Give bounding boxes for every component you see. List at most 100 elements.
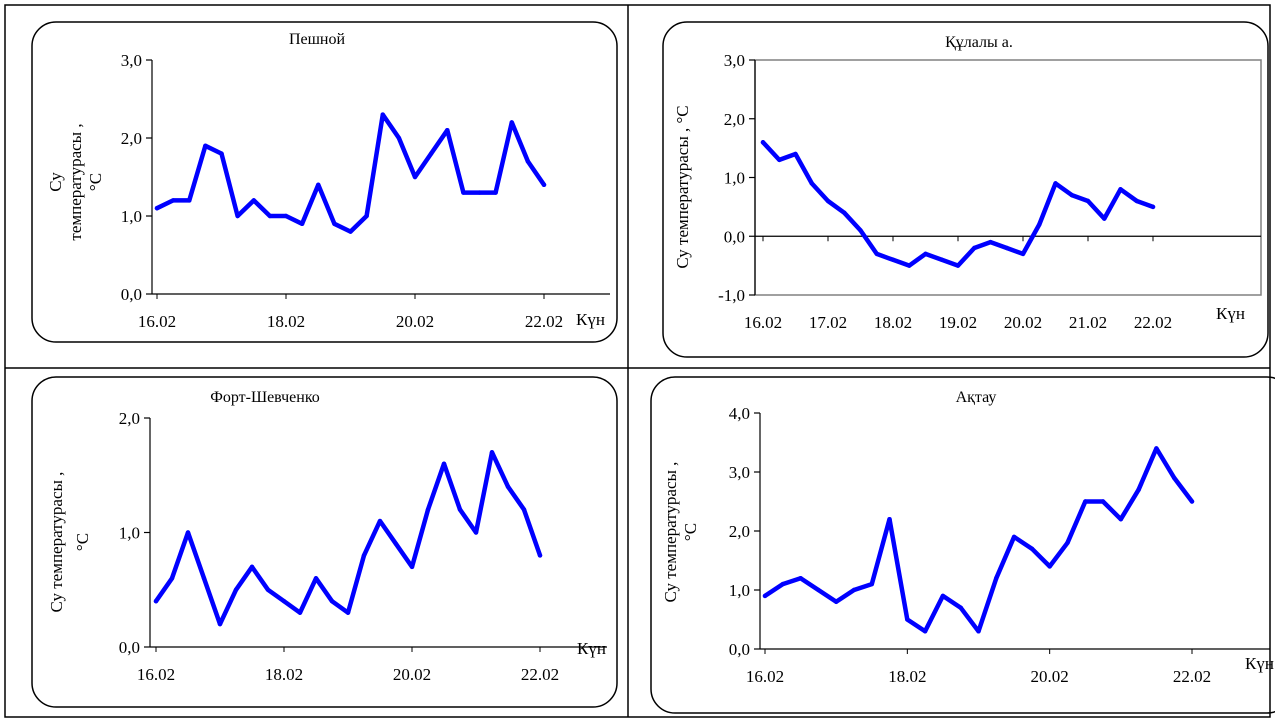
data-point xyxy=(154,206,160,211)
y-tick-label: 2,0 xyxy=(121,129,142,148)
data-point xyxy=(1136,487,1141,492)
data-point xyxy=(153,599,159,604)
data-point xyxy=(994,576,999,581)
x-tick-label: 19.02 xyxy=(939,313,977,332)
data-point xyxy=(798,576,803,581)
x-tick-label: 22.02 xyxy=(1173,667,1211,686)
data-point xyxy=(1085,198,1091,204)
y-tick-label: 0,0 xyxy=(119,638,140,657)
x-axis-label: Күн xyxy=(1245,654,1274,673)
x-axis-label: Күн xyxy=(577,639,606,658)
data-point xyxy=(409,564,415,570)
data-point xyxy=(858,228,863,233)
data-point xyxy=(170,198,176,203)
x-tick-label: 17.02 xyxy=(809,313,847,332)
data-point xyxy=(265,587,271,592)
y-tick-label: 3,0 xyxy=(121,51,142,70)
data-point xyxy=(780,581,785,587)
data-point xyxy=(521,507,527,512)
data-point xyxy=(380,112,385,117)
data-point xyxy=(842,210,847,215)
chart-fort-shevchenko: Форт-Шевченко Су температурасы , °С Күн … xyxy=(31,376,618,708)
x-tick-label: 20.02 xyxy=(393,665,431,684)
x-tick-label: 18.02 xyxy=(874,313,912,332)
y-tick-label: 2,0 xyxy=(729,522,750,541)
data-point xyxy=(169,576,175,581)
series-line xyxy=(153,450,543,627)
data-point xyxy=(364,213,369,219)
data-point xyxy=(816,587,821,593)
data-point xyxy=(1037,222,1042,227)
data-point xyxy=(283,213,289,219)
data-point xyxy=(332,221,337,226)
data-point xyxy=(955,263,961,268)
data-point xyxy=(1004,245,1009,251)
data-point xyxy=(297,610,303,615)
data-point xyxy=(809,181,814,186)
y-tick-label: 4,0 xyxy=(729,404,750,423)
data-point xyxy=(1150,204,1156,210)
chart-title: Пешной xyxy=(289,31,346,48)
data-point xyxy=(887,517,892,522)
data-point xyxy=(329,599,335,604)
y-axis-label: Су температурасы , °С xyxy=(46,123,105,240)
data-point xyxy=(1065,540,1070,545)
data-point xyxy=(1083,499,1088,504)
x-tick-label: 18.02 xyxy=(267,312,305,331)
y-tick-label: 2,0 xyxy=(724,110,745,129)
data-point xyxy=(233,587,239,592)
y-axis-label-line-1: Су температурасы , xyxy=(47,472,66,613)
data-point xyxy=(905,617,910,622)
chart-title: Форт-Шевченко xyxy=(210,389,320,406)
data-point xyxy=(203,143,208,148)
data-point xyxy=(972,245,977,251)
data-point xyxy=(1020,251,1026,257)
data-point xyxy=(345,610,351,615)
x-tick-label: 16.02 xyxy=(746,667,784,686)
data-point xyxy=(393,541,399,547)
y-tick-label: 3,0 xyxy=(724,51,745,70)
x-tick-label: 20.02 xyxy=(1031,667,1069,686)
y-axis-label-line-2: °С xyxy=(73,533,92,551)
data-point xyxy=(874,251,879,257)
data-point xyxy=(1053,181,1058,186)
data-point xyxy=(1102,216,1107,221)
plot-area-frame xyxy=(754,59,1262,296)
y-axis-label: Су температурасы , °С xyxy=(661,462,700,603)
chart-frame xyxy=(650,376,1275,714)
data-point xyxy=(477,190,482,195)
x-tick-label: 18.02 xyxy=(888,667,926,686)
x-tick-label: 21.02 xyxy=(1069,313,1107,332)
data-point xyxy=(1100,499,1106,504)
data-point xyxy=(940,593,946,599)
data-point xyxy=(793,151,798,157)
series-line xyxy=(154,112,547,234)
data-point xyxy=(249,564,255,570)
data-point xyxy=(976,629,981,634)
y-axis-label-line-3: °С xyxy=(86,173,105,191)
y-tick-label: 0,0 xyxy=(729,640,750,659)
series-line xyxy=(760,140,1156,268)
series-line xyxy=(762,446,1195,634)
y-tick-label: 1,0 xyxy=(724,169,745,188)
data-point xyxy=(428,151,434,156)
y-axis-label-line-1: Су температурасы , °С xyxy=(673,105,692,268)
data-point xyxy=(235,213,240,219)
chart-frame xyxy=(31,376,618,708)
chart-frame xyxy=(31,21,618,343)
data-point xyxy=(316,182,321,187)
chart-frame xyxy=(662,21,1269,358)
x-tick-label: 16.02 xyxy=(137,665,175,684)
data-point xyxy=(217,621,223,627)
data-point xyxy=(923,251,928,257)
chart-title: Ақтау xyxy=(956,389,997,406)
data-point xyxy=(833,599,839,604)
data-point xyxy=(1029,546,1035,551)
data-point xyxy=(922,629,928,634)
chart-title: Құлалы а. xyxy=(945,34,1013,51)
data-point xyxy=(869,581,874,587)
data-point xyxy=(988,239,993,245)
data-point xyxy=(939,257,944,262)
data-point xyxy=(201,576,207,581)
